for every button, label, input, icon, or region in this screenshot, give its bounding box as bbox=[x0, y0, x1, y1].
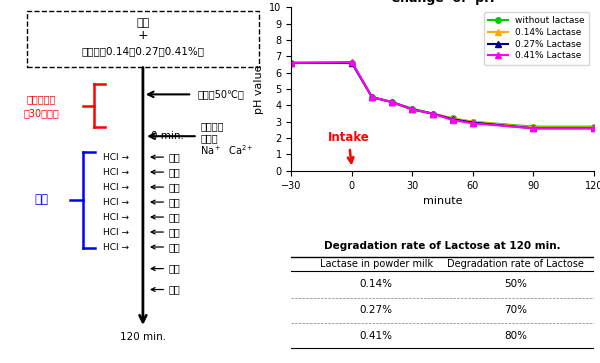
Y-axis label: pH value: pH value bbox=[254, 64, 264, 114]
0.27% Lactase bbox=[389, 100, 396, 104]
Text: 取样: 取样 bbox=[169, 167, 181, 177]
0.41% Lactase bbox=[368, 95, 376, 99]
Text: Lactase in powder milk: Lactase in powder milk bbox=[320, 259, 433, 269]
0.27% Lactase bbox=[469, 121, 476, 125]
Text: Intake: Intake bbox=[328, 131, 370, 163]
Text: Degradation rate of Lactose: Degradation rate of Lactose bbox=[447, 259, 584, 269]
0.14% Lactase bbox=[449, 116, 457, 121]
FancyBboxPatch shape bbox=[26, 11, 259, 66]
Text: 取样: 取样 bbox=[169, 152, 181, 162]
Text: 50%: 50% bbox=[504, 280, 527, 289]
Text: 取样: 取样 bbox=[169, 227, 181, 237]
Text: +: + bbox=[137, 29, 148, 42]
Text: HCl →: HCl → bbox=[103, 183, 129, 192]
Text: 0.14%: 0.14% bbox=[359, 280, 392, 289]
0.41% Lactase bbox=[449, 118, 457, 122]
0.27% Lactase bbox=[288, 61, 295, 65]
without lactase bbox=[449, 116, 457, 121]
Text: 0.27%: 0.27% bbox=[359, 305, 392, 315]
0.27% Lactase bbox=[530, 126, 537, 130]
without lactase bbox=[389, 100, 396, 104]
0.41% Lactase bbox=[409, 107, 416, 112]
Text: 80%: 80% bbox=[504, 331, 527, 341]
0.27% Lactase bbox=[348, 61, 355, 65]
Line: 0.14% Lactase: 0.14% Lactase bbox=[289, 60, 597, 130]
Text: 0.41%: 0.41% bbox=[359, 331, 392, 341]
Line: 0.41% Lactase: 0.41% Lactase bbox=[289, 59, 597, 131]
0.27% Lactase bbox=[429, 111, 436, 116]
without lactase bbox=[590, 125, 598, 129]
Legend: without lactase, 0.14% Lactase, 0.27% Lactase, 0.41% Lactase: without lactase, 0.14% Lactase, 0.27% La… bbox=[484, 12, 589, 65]
Title: Change  of  pH: Change of pH bbox=[391, 0, 494, 5]
0.27% Lactase bbox=[368, 95, 376, 99]
Text: Na$^+$  Ca$^{2+}$: Na$^+$ Ca$^{2+}$ bbox=[200, 143, 254, 157]
Line: 0.27% Lactase: 0.27% Lactase bbox=[289, 60, 597, 131]
0.14% Lactase bbox=[429, 111, 436, 116]
without lactase bbox=[469, 119, 476, 124]
Text: 取样: 取样 bbox=[169, 182, 181, 192]
0.41% Lactase bbox=[530, 126, 537, 130]
0.41% Lactase bbox=[288, 61, 295, 65]
Text: HCl →: HCl → bbox=[103, 228, 129, 237]
Text: （30分钟）: （30分钟） bbox=[24, 109, 59, 119]
Text: HCl →: HCl → bbox=[103, 168, 129, 176]
0.14% Lactase bbox=[348, 61, 355, 65]
0.14% Lactase bbox=[530, 125, 537, 130]
without lactase bbox=[288, 61, 295, 65]
Text: 取样: 取样 bbox=[169, 264, 181, 274]
Text: 奶粉: 奶粉 bbox=[136, 18, 149, 28]
Text: 黏蛋白: 黏蛋白 bbox=[200, 133, 218, 143]
Text: 胃蛋白酶: 胃蛋白酶 bbox=[200, 121, 224, 131]
Text: 乳糖酶（0.14、0.27、0.41%）: 乳糖酶（0.14、0.27、0.41%） bbox=[82, 46, 205, 56]
0.41% Lactase bbox=[348, 60, 355, 64]
Text: 胃内: 胃内 bbox=[35, 193, 49, 206]
Text: 70%: 70% bbox=[504, 305, 527, 315]
0.27% Lactase bbox=[409, 107, 416, 112]
Text: 取样: 取样 bbox=[169, 212, 181, 222]
Text: HCl →: HCl → bbox=[103, 213, 129, 221]
Text: 120 min.: 120 min. bbox=[120, 331, 166, 342]
Text: 溶解至摄食: 溶解至摄食 bbox=[27, 95, 56, 105]
without lactase bbox=[368, 95, 376, 99]
without lactase bbox=[348, 61, 355, 65]
Text: 取样: 取样 bbox=[169, 197, 181, 207]
without lactase bbox=[530, 125, 537, 129]
0.27% Lactase bbox=[590, 126, 598, 130]
Text: 取样: 取样 bbox=[169, 285, 181, 294]
Text: HCl →: HCl → bbox=[103, 197, 129, 207]
0.41% Lactase bbox=[590, 126, 598, 130]
0.14% Lactase bbox=[288, 61, 295, 65]
Text: 热水（50℃）: 热水（50℃） bbox=[197, 89, 245, 99]
Text: Degradation rate of Lactose at 120 min.: Degradation rate of Lactose at 120 min. bbox=[325, 241, 561, 251]
without lactase bbox=[409, 106, 416, 111]
0.41% Lactase bbox=[429, 111, 436, 116]
0.41% Lactase bbox=[469, 121, 476, 126]
Text: 0 min.: 0 min. bbox=[151, 131, 184, 141]
0.14% Lactase bbox=[409, 107, 416, 112]
0.14% Lactase bbox=[590, 125, 598, 130]
0.41% Lactase bbox=[389, 100, 396, 104]
0.14% Lactase bbox=[389, 100, 396, 104]
0.14% Lactase bbox=[469, 119, 476, 124]
Text: HCl →: HCl → bbox=[103, 242, 129, 252]
X-axis label: minute: minute bbox=[423, 196, 463, 206]
0.27% Lactase bbox=[449, 117, 457, 122]
Text: 取样: 取样 bbox=[169, 242, 181, 252]
without lactase bbox=[429, 111, 436, 116]
0.14% Lactase bbox=[368, 95, 376, 99]
Text: HCl →: HCl → bbox=[103, 152, 129, 162]
Line: without lactase: without lactase bbox=[289, 60, 597, 130]
